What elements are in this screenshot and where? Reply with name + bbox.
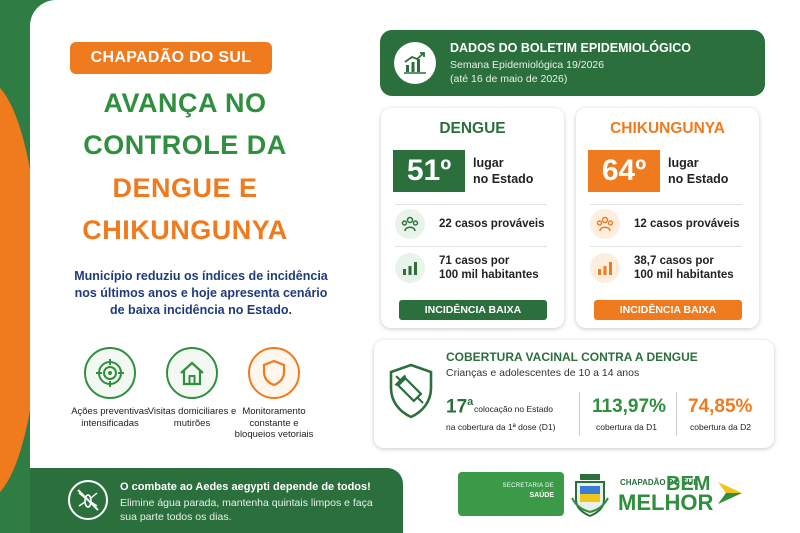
- d2-coverage-label: cobertura da D2: [690, 422, 751, 432]
- divider: [395, 246, 547, 247]
- chik-rank-label: lugar no Estado: [668, 155, 728, 187]
- headline-line-3: DENGUE E: [112, 173, 258, 203]
- separator: [579, 392, 580, 436]
- people-icon: [395, 209, 425, 239]
- arrow-logo-icon: [718, 482, 742, 504]
- action-label: Ações preventivas intensificadas: [71, 406, 149, 429]
- rate-line-2: 100 mil habitantes: [634, 269, 734, 281]
- shield-icon: [248, 347, 300, 399]
- action-label: Visitas domiciliares e mutirões: [147, 406, 237, 429]
- rate-line-1: 38,7 casos por: [634, 255, 714, 267]
- rank-label-line-2: no Estado: [668, 172, 729, 186]
- rank-number: 17: [446, 396, 468, 418]
- headline-line-4: CHIKUNGUNYA: [82, 215, 288, 245]
- chart-icon: [394, 42, 436, 84]
- vaccination-rank-detail: na cobertura da 1ª dose (D1): [446, 422, 556, 432]
- house-icon: [166, 347, 218, 399]
- bem-melhor-melhor: MELHOR: [618, 490, 714, 515]
- dengue-card: DENGUE 51º lugar no Estado 22 casos prová…: [381, 108, 564, 328]
- footer-banner: O combate ao Aedes aegypti depende de to…: [30, 468, 403, 533]
- rank-label-line-1: lugar: [473, 156, 504, 170]
- bulletin-header: DADOS DO BOLETIM EPIDEMIOLÓGICO Semana E…: [380, 30, 765, 96]
- people-icon: [590, 209, 620, 239]
- no-mosquito-icon: [68, 480, 108, 520]
- divider: [395, 204, 547, 205]
- vaccination-card: COBERTURA VACINAL CONTRA A DENGUE Crianç…: [374, 340, 774, 448]
- chik-rank: 64º: [588, 150, 660, 192]
- city-crest-icon: [570, 472, 610, 518]
- divider: [590, 204, 742, 205]
- target-icon: [84, 347, 136, 399]
- chik-title: CHIKUNGUNYA: [610, 120, 725, 137]
- rank-label-line-2: no Estado: [473, 172, 534, 186]
- rate-line-2: 100 mil habitantes: [439, 269, 539, 281]
- d1-coverage-value: 113,97%: [592, 396, 666, 417]
- footer-title: O combate ao Aedes aegypti depende de to…: [120, 481, 371, 493]
- vaccination-rank: 17a: [446, 396, 473, 418]
- dengue-incidence-badge: INCIDÊNCIA BAIXA: [399, 300, 547, 320]
- health-department-logo: SECRETARIA DE SAÚDE: [458, 472, 564, 516]
- headline-line-2: CONTROLE DA: [83, 130, 287, 160]
- bar-chart-icon: [590, 253, 620, 283]
- sec-line-1: SECRETARIA DE: [502, 483, 554, 489]
- chik-rate: 38,7 casos por 100 mil habitantes: [634, 254, 734, 282]
- action-preventive: Ações preventivas intensificadas: [65, 347, 155, 429]
- rank-suffix: a: [467, 396, 474, 408]
- divider: [590, 246, 742, 247]
- dengue-rank-label: lugar no Estado: [473, 155, 533, 187]
- vaccination-title: COBERTURA VACINAL CONTRA A DENGUE: [446, 350, 698, 364]
- dengue-title: DENGUE: [439, 120, 506, 137]
- bulletin-date: (até 16 de maio de 2026): [450, 73, 568, 85]
- chik-incidence-badge: INCIDÊNCIA BAIXA: [594, 300, 742, 320]
- d1-coverage-label: cobertura da D1: [596, 422, 657, 432]
- action-label: Monitoramento constante e bloqueios veto…: [234, 406, 314, 440]
- bulletin-week: Semana Epidemiológica 19/2026: [450, 59, 605, 71]
- d2-coverage-value: 74,85%: [688, 396, 753, 417]
- dengue-cases: 22 casos prováveis: [439, 218, 545, 230]
- bem-melhor-bem: BEM: [666, 473, 711, 495]
- vaccination-rank-label: colocação no Estado: [474, 404, 553, 414]
- action-visits: Visitas domiciliares e mutirões: [147, 347, 237, 429]
- intro-text: Município reduziu os índices de incidênc…: [74, 269, 328, 317]
- footer-text: Elimine água parada, mantenha quintais l…: [120, 497, 373, 523]
- headline-line-1: AVANÇA NO: [103, 88, 267, 118]
- rank-label-line-1: lugar: [668, 156, 699, 170]
- chik-cases: 12 casos prováveis: [634, 218, 740, 230]
- rate-line-1: 71 casos por: [439, 255, 510, 267]
- sec-line-2: SAÚDE: [529, 492, 554, 499]
- city-pill: CHAPADÃO DO SUL: [70, 42, 272, 74]
- bem-melhor-city: CHAPADÃO DO SUL: [620, 478, 699, 487]
- dengue-rate: 71 casos por 100 mil habitantes: [439, 254, 539, 282]
- chik-card: CHIKUNGUNYA 64º lugar no Estado 12 casos …: [576, 108, 759, 328]
- action-monitoring: Monitoramento constante e bloqueios veto…: [229, 347, 319, 441]
- bar-chart-icon: [395, 253, 425, 283]
- separator: [676, 392, 677, 436]
- vaccination-subtitle: Crianças e adolescentes de 10 a 14 anos: [446, 367, 640, 379]
- vaccine-shield-icon: [386, 362, 436, 420]
- dengue-rank: 51º: [393, 150, 465, 192]
- bulletin-title: DADOS DO BOLETIM EPIDEMIOLÓGICO: [450, 41, 691, 55]
